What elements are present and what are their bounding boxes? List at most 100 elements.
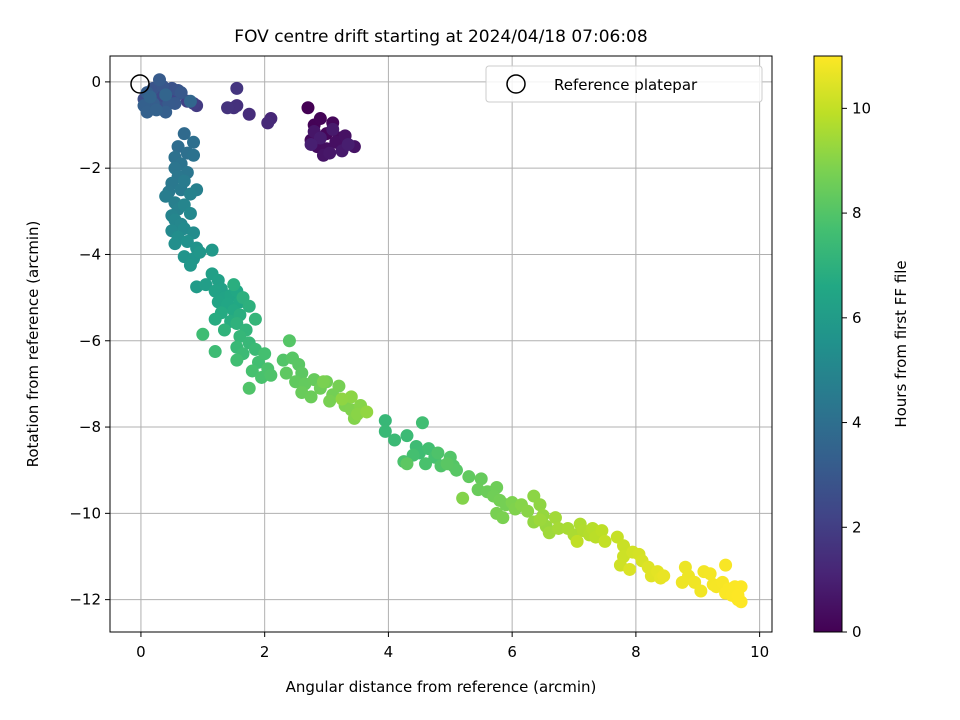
data-point [159,189,173,203]
y-tick-label: −10 [69,504,101,522]
legend-marker-icon [506,74,526,94]
data-point [419,457,433,471]
data-point [242,381,256,395]
data-point [233,329,247,343]
data-point [180,235,194,249]
data-point [313,112,327,126]
x-tick-label: 4 [384,643,394,661]
y-tick-label: −6 [79,332,101,350]
data-point [258,347,272,361]
data-point [675,575,689,589]
colorbar-ticks: 0 2 4 6 8 10 [842,99,871,641]
grid [110,56,772,632]
data-point [719,558,733,572]
data-point [199,278,213,292]
data-point [548,511,562,525]
data-point [159,88,173,102]
data-point [332,379,346,393]
x-tick-label: 10 [750,643,769,661]
data-point [304,137,318,151]
data-point [168,237,182,251]
data-point [703,567,717,581]
data-point [177,174,191,188]
data-point [217,323,231,337]
y-tick-label: −2 [79,159,101,177]
chart-title: FOV centre drift starting at 2024/04/18 … [234,27,647,47]
data-point [378,414,392,428]
data-point [496,511,510,525]
data-point [208,345,222,359]
data-point [177,127,191,141]
data-point [415,416,429,430]
data-point [196,327,210,341]
data-point [533,498,547,512]
data-point [657,569,671,583]
data-point [187,135,201,149]
data-point [731,588,745,602]
data-point [304,390,318,404]
data-point [248,312,262,326]
data-point [431,446,445,460]
data-point [149,103,163,117]
data-point [183,94,197,108]
legend-entry-reference: Reference platepar [554,76,698,94]
data-point [341,137,355,151]
colorbar-tick-label: 0 [852,623,862,641]
data-point [183,258,197,272]
data-point [360,405,374,419]
data-point [301,101,315,115]
y-tick-label: −4 [79,245,101,263]
data-point [388,433,402,447]
data-point [570,534,584,548]
data-point [694,584,708,598]
reference-platepar-marker [130,74,150,94]
data-point [400,457,414,471]
data-point [208,312,222,326]
data-point [326,122,340,136]
y-axis-ticks: 0 −2 −4 −6 −8 −10 −12 [69,73,110,609]
data-point [171,140,185,154]
data-point [279,366,293,380]
y-axis-label: Rotation from reference (arcmin) [24,221,42,468]
data-point [230,81,244,95]
x-tick-label: 6 [507,643,517,661]
plot-frame [109,55,773,633]
data-point [208,284,222,298]
data-point [400,429,414,443]
legend-box [485,65,763,103]
data-point [261,116,275,130]
data-point [335,392,349,406]
data-point [221,101,235,115]
data-point [313,131,327,145]
data-point [316,375,330,389]
data-point [552,521,566,535]
data-point [449,463,463,477]
colorbar-label: Hours from first FF file [892,260,910,427]
data-point [521,504,535,518]
data-point [242,299,256,313]
x-tick-label: 0 [136,643,146,661]
data-point [152,73,166,87]
y-tick-label: −12 [69,591,101,609]
colorbar-tick-label: 2 [852,518,862,536]
colorbar-tick-label: 8 [852,204,862,222]
colorbar-tick-label: 10 [852,99,871,117]
x-axis-label: Angular distance from reference (arcmin) [286,678,597,696]
data-point [230,353,244,367]
data-point [183,187,197,201]
data-point [323,394,337,408]
data-point [193,245,207,259]
data-point [617,539,631,553]
data-point [462,470,476,484]
data-point [623,562,637,576]
colorbar-tick-label: 4 [852,414,862,432]
data-point [187,148,201,162]
colorbar-tick-label: 6 [852,309,862,327]
y-tick-label: −8 [79,418,101,436]
data-point [245,364,259,378]
data-points [137,73,748,609]
data-point [183,206,197,220]
data-point [227,278,241,292]
legend: Reference platepar [485,65,763,103]
